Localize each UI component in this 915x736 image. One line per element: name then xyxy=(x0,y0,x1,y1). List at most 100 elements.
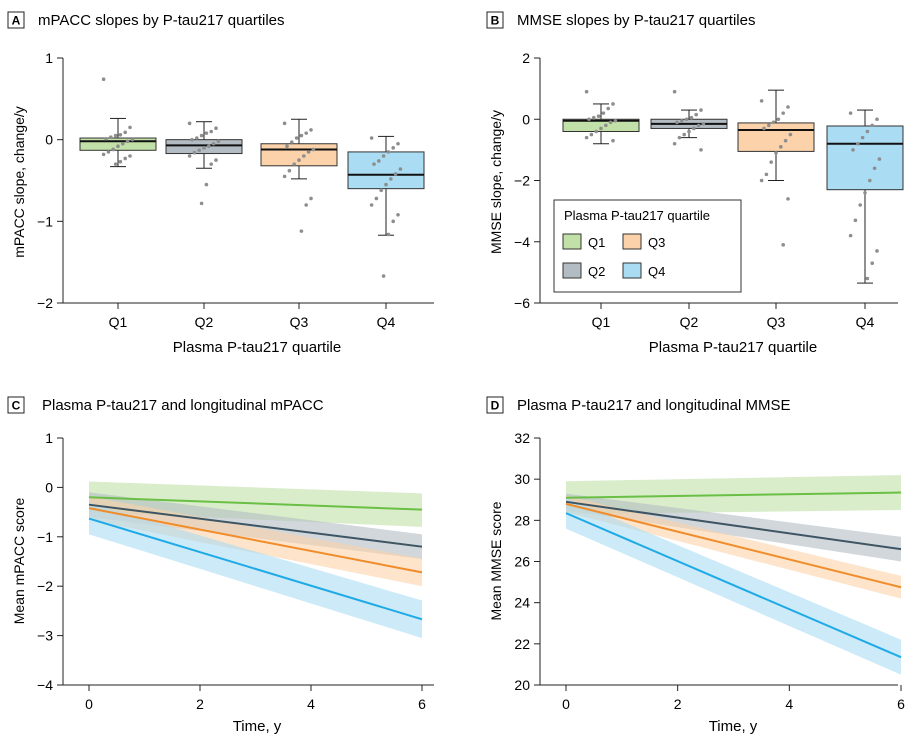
panel-a-point xyxy=(386,232,391,237)
panel-c-title: Plasma P-tau217 and longitudinal mPACC xyxy=(42,397,324,414)
panel-b-point xyxy=(858,203,862,207)
panel-b-ytick-label: 0 xyxy=(522,111,530,127)
panel-a-point xyxy=(384,182,388,187)
panel-a-point xyxy=(211,141,216,146)
panel-b-ytick-label: 2 xyxy=(522,50,530,66)
panel-a-ylabel: mPACC slope, change/y xyxy=(11,106,27,257)
panel-b-point xyxy=(589,132,594,137)
panel-a-box-q3 xyxy=(260,143,338,167)
panel-a-point xyxy=(396,213,400,217)
panel-b-point xyxy=(771,120,776,125)
panel-b-point xyxy=(687,129,691,134)
panel-a-point xyxy=(381,154,386,158)
panel-a-point xyxy=(197,148,201,153)
panel-b-point xyxy=(769,160,773,164)
panel-a-point xyxy=(299,229,304,233)
panel-b-point xyxy=(776,117,781,122)
panel-c-line-q2 xyxy=(88,503,423,548)
panel-a-point xyxy=(290,140,294,144)
panel-b-point xyxy=(877,157,882,161)
legend-swatch-q4 xyxy=(622,262,642,279)
panel-c-xtick-label: 0 xyxy=(85,696,93,712)
panel-b-xtick-label: Q4 xyxy=(856,314,875,330)
panel-c-ytick-label: −4 xyxy=(37,677,53,693)
panel-b-point xyxy=(694,112,698,117)
panel-b-point xyxy=(611,102,615,106)
panel-a-point xyxy=(379,188,384,193)
panel-b-ytick-label: −4 xyxy=(514,234,530,250)
panel-b-point xyxy=(856,141,860,146)
panel-d-line-q1 xyxy=(565,491,902,499)
panel-b-point xyxy=(699,108,703,112)
panel-b-letter: B xyxy=(491,14,500,28)
panel-d-ytick-label: 30 xyxy=(514,471,530,487)
legend-label-q2: Q2 xyxy=(588,264,605,279)
panel-a-point xyxy=(101,77,106,82)
panel-a-point xyxy=(111,147,115,152)
panel-b-xtick-label: Q1 xyxy=(592,314,611,330)
panel-b-xtick-label: Q2 xyxy=(680,314,699,330)
panel-c-ci-band-q4 xyxy=(89,502,422,639)
panel-c-xtick-label: 2 xyxy=(196,696,204,712)
panel-b-point xyxy=(596,114,601,118)
panel-a-point xyxy=(192,150,197,155)
panel-a-ytick-label: −1 xyxy=(37,213,53,229)
panel-c-ytick-label: −2 xyxy=(37,578,53,594)
panel-b-ylabel: MMSE slope, change/y xyxy=(488,110,504,254)
panel-a-point xyxy=(113,162,118,166)
panel-b-point xyxy=(689,115,694,120)
panel-b-point xyxy=(682,132,686,137)
panel-a-point xyxy=(372,162,376,166)
panel-b-point xyxy=(675,120,679,125)
panel-c-letter: C xyxy=(12,399,21,413)
panel-a-point xyxy=(294,136,299,140)
panel-b-box-q4 xyxy=(826,125,904,191)
panel-b-point xyxy=(672,141,677,146)
panel-b-point xyxy=(767,123,771,128)
panel-a-point xyxy=(304,203,309,207)
panel-d-line-q2 xyxy=(565,500,902,551)
panel-a-point xyxy=(389,177,393,181)
panel-a-point xyxy=(187,121,192,126)
panel-a-xtick-label: Q1 xyxy=(109,314,128,330)
panel-c-line-q4 xyxy=(88,517,423,621)
panel-a-point xyxy=(214,158,218,162)
panel-b-box-q1 xyxy=(562,118,640,132)
panel-d-ci-band-q3 xyxy=(566,495,901,599)
legend: Plasma P-tau217 quartile Q1 Q3 Q2 Q4 xyxy=(553,199,742,293)
panel-a-point xyxy=(202,146,206,150)
panel-a-point xyxy=(207,144,211,148)
panel-a-point xyxy=(398,167,403,171)
panel-a-point xyxy=(292,162,297,166)
panel-b-point xyxy=(684,117,689,122)
panel-b-ytick-label: −2 xyxy=(514,173,530,189)
panel-a-point xyxy=(199,133,204,138)
panel-c-ylabel: Mean mPACC score xyxy=(11,498,27,625)
panel-a-point xyxy=(190,137,194,142)
panel-c-line-q3 xyxy=(88,507,423,574)
panel-a-point xyxy=(306,150,311,154)
panel-a-point xyxy=(118,159,123,164)
panel-b-point xyxy=(774,151,778,155)
panel-d-xtick-label: 2 xyxy=(674,696,682,712)
panel-a-point xyxy=(128,125,132,130)
panel-a-point xyxy=(116,144,120,148)
panel-a-point xyxy=(187,154,192,158)
panel-a-title: mPACC slopes by P-tau217 quartiles xyxy=(38,12,285,29)
panel-a-point xyxy=(195,136,199,140)
panel-d-badge xyxy=(486,396,504,414)
panel-d-line-q3 xyxy=(565,502,902,589)
panel-a-point xyxy=(123,130,127,135)
panel-a-point xyxy=(391,146,396,150)
panel-d-ylabel: Mean MMSE score xyxy=(488,501,504,620)
panel-b-point xyxy=(875,249,879,253)
panel-b-point xyxy=(851,148,855,152)
panel-b-point xyxy=(696,123,701,128)
panel-c-line-q1 xyxy=(88,496,423,511)
panel-b: B MMSE slopes by P-tau217 quartiles MMSE… xyxy=(486,11,904,356)
panel-a-xtick-label: Q2 xyxy=(195,314,214,330)
panel-b-point xyxy=(848,111,853,115)
panel-b-point xyxy=(870,261,874,265)
panel-a-point xyxy=(101,152,106,157)
